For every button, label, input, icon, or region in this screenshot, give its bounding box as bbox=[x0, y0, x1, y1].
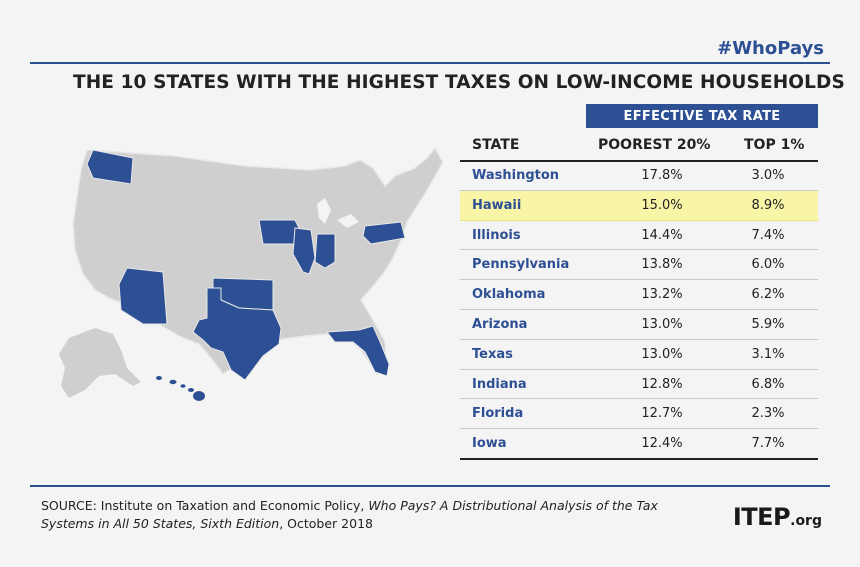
table-body: Washington 17.8% 3.0% Hawaii 15.0% 8.9% Illino… bbox=[460, 161, 818, 460]
state-pennsylvania bbox=[362, 221, 406, 245]
alaska-shape bbox=[59, 328, 141, 398]
bottom-divider bbox=[30, 485, 830, 487]
top-rate: 2.3% bbox=[751, 406, 785, 422]
poorest-rate: 13.8% bbox=[641, 257, 683, 273]
state-name: Iowa bbox=[472, 436, 507, 452]
state-name: Oklahoma bbox=[472, 287, 546, 303]
table-row: Arizona 13.0% 5.9% bbox=[460, 310, 818, 340]
source-title: Who Pays? A Distributional Analysis of t… bbox=[41, 498, 658, 531]
state-florida bbox=[326, 325, 390, 377]
state-washington bbox=[86, 149, 134, 185]
itep-logo: ITEP.org bbox=[733, 503, 822, 531]
col-header-state: STATE bbox=[472, 137, 520, 153]
state-name: Hawaii bbox=[472, 197, 522, 213]
source-suffix: , October 2018 bbox=[279, 516, 373, 531]
table-row: Iowa 12.4% 7.7% bbox=[460, 429, 818, 460]
source-note: SOURCE: Institute on Taxation and Econom… bbox=[41, 497, 701, 533]
top-rate: 6.8% bbox=[751, 376, 785, 392]
state-name: Indiana bbox=[472, 376, 527, 392]
top-rate: 7.4% bbox=[751, 227, 785, 243]
column-headers: STATE POOREST 20% TOP 1% bbox=[460, 134, 818, 162]
table-row: Florida 12.7% 2.3% bbox=[460, 399, 818, 430]
poorest-rate: 12.4% bbox=[641, 436, 683, 452]
great-lakes bbox=[317, 198, 359, 228]
top-rate: 8.9% bbox=[751, 197, 785, 213]
state-illinois bbox=[292, 227, 316, 275]
state-indiana bbox=[314, 233, 336, 269]
state-name: Florida bbox=[472, 406, 524, 422]
top-divider bbox=[30, 62, 830, 64]
top-rate: 6.2% bbox=[751, 287, 785, 303]
state-name: Texas bbox=[472, 346, 513, 362]
top-rate: 3.0% bbox=[751, 168, 785, 183]
state-name: Pennsylvania bbox=[472, 257, 570, 273]
poorest-rate: 12.8% bbox=[641, 376, 683, 392]
table-row: Oklahoma 13.2% 6.2% bbox=[460, 280, 818, 310]
top-rate: 5.9% bbox=[751, 316, 785, 332]
table-row: Washington 17.8% 3.0% bbox=[460, 161, 818, 191]
us-map bbox=[59, 146, 444, 401]
logo-main: ITEP bbox=[732, 503, 791, 531]
state-texas bbox=[192, 287, 282, 381]
table-row: Pennsylvania 13.8% 6.0% bbox=[460, 250, 818, 281]
poorest-rate: 15.0% bbox=[641, 197, 683, 213]
poorest-rate: 13.0% bbox=[641, 346, 683, 362]
state-name: Illinois bbox=[472, 227, 521, 243]
table-row: Texas 13.0% 3.1% bbox=[460, 340, 818, 370]
col-header-poorest: POOREST 20% bbox=[598, 137, 711, 153]
poorest-rate: 13.0% bbox=[641, 316, 683, 332]
poorest-rate: 12.7% bbox=[641, 406, 683, 422]
poorest-rate: 13.2% bbox=[641, 287, 683, 303]
state-name: Arizona bbox=[472, 316, 528, 332]
table-row: Indiana 12.8% 6.8% bbox=[460, 370, 818, 400]
state-hawaii bbox=[156, 376, 205, 401]
effective-tax-rate-header: EFFECTIVE TAX RATE bbox=[586, 104, 818, 128]
top-rate: 3.1% bbox=[751, 346, 785, 362]
source-prefix: SOURCE: Institute on Taxation and Econom… bbox=[41, 498, 369, 513]
poorest-rate: 14.4% bbox=[641, 227, 683, 243]
top-rate: 7.7% bbox=[751, 436, 785, 452]
col-header-top: TOP 1% bbox=[744, 137, 805, 153]
poorest-rate: 17.8% bbox=[641, 168, 683, 183]
state-arizona bbox=[118, 267, 168, 325]
logo-suffix: .org bbox=[790, 513, 822, 529]
chart-title: THE 10 STATES WITH THE HIGHEST TAXES ON … bbox=[73, 72, 845, 93]
table-row: Hawaii 15.0% 8.9% bbox=[460, 190, 818, 221]
table-row: Illinois 14.4% 7.4% bbox=[460, 221, 818, 251]
hashtag-label: #WhoPays bbox=[717, 38, 824, 59]
state-name: Washington bbox=[472, 168, 560, 183]
state-iowa bbox=[258, 219, 300, 245]
top-rate: 6.0% bbox=[751, 257, 785, 273]
